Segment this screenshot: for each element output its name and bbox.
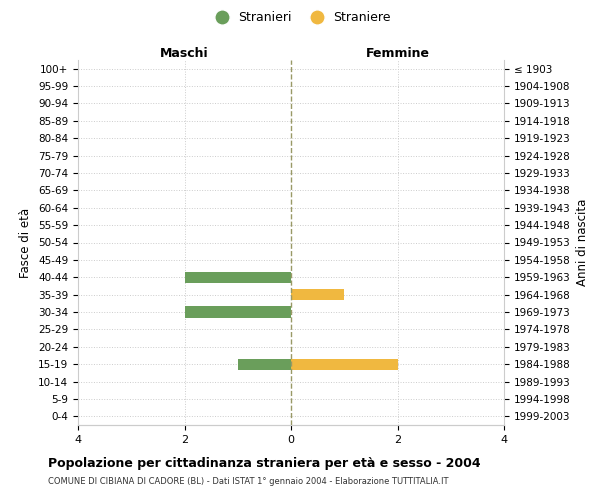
Bar (185, 272, 291, 283)
Text: Maschi: Maschi (160, 47, 209, 60)
Text: Femmine: Femmine (365, 47, 430, 60)
Y-axis label: Anni di nascita: Anni di nascita (576, 199, 589, 286)
Bar (238, 358, 291, 370)
Text: Popolazione per cittadinanza straniera per età e sesso - 2004: Popolazione per cittadinanza straniera p… (48, 458, 481, 470)
Legend: Stranieri, Straniere: Stranieri, Straniere (205, 6, 395, 29)
Bar (291, 289, 344, 300)
Bar (291, 358, 398, 370)
Bar (185, 306, 291, 318)
Y-axis label: Fasce di età: Fasce di età (19, 208, 32, 278)
Text: COMUNE DI CIBIANA DI CADORE (BL) - Dati ISTAT 1° gennaio 2004 - Elaborazione TUT: COMUNE DI CIBIANA DI CADORE (BL) - Dati … (48, 478, 449, 486)
